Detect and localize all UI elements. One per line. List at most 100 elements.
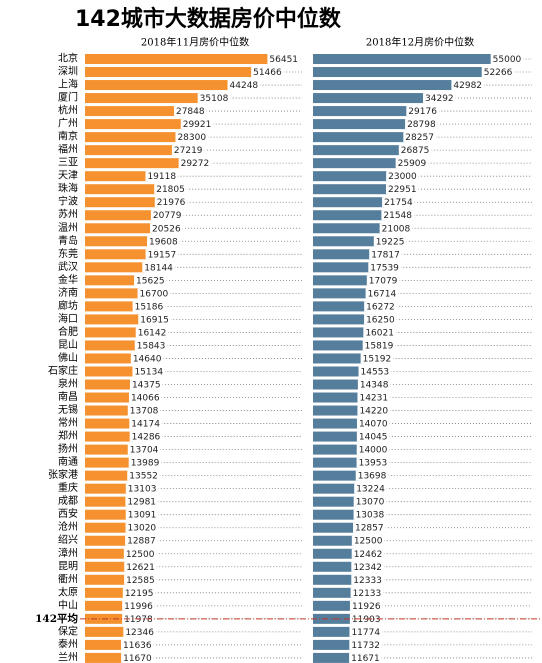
value-label-bg <box>382 197 415 208</box>
value-label: 19118 <box>147 172 176 182</box>
value-label-bg <box>147 236 180 247</box>
value-label: 13091 <box>128 511 157 521</box>
bar <box>85 366 135 377</box>
bar <box>313 93 426 104</box>
value-label-bg <box>154 197 188 208</box>
value-label: 15843 <box>137 341 166 351</box>
bar <box>85 327 138 338</box>
value-label-bg <box>351 548 385 559</box>
bar <box>85 119 183 130</box>
value-label: 14640 <box>133 354 162 364</box>
bar <box>85 418 132 429</box>
value-label-bg <box>197 93 231 104</box>
value-label-bg <box>406 106 439 117</box>
value-label-bg <box>123 548 157 559</box>
value-label: 11732 <box>351 641 380 651</box>
bar <box>313 535 354 546</box>
value-label-bg <box>360 353 394 364</box>
category-label: 昆山 <box>58 339 78 351</box>
value-label: 15134 <box>134 367 163 377</box>
bar <box>313 288 368 299</box>
value-label-bg <box>364 301 397 312</box>
bar <box>313 366 361 377</box>
value-label-bg <box>134 340 168 351</box>
value-label: 22951 <box>388 185 417 195</box>
category-label: 武汉 <box>58 260 78 273</box>
value-label: 51466 <box>253 68 282 78</box>
category-label: 成都 <box>58 495 78 507</box>
value-label-bg <box>127 470 160 481</box>
bar <box>85 639 124 650</box>
value-label-bg <box>366 275 400 286</box>
value-label-bg <box>356 431 390 442</box>
value-label: 15625 <box>136 276 165 286</box>
value-label-bg <box>124 561 157 572</box>
value-label-bg <box>180 119 214 130</box>
value-label: 26875 <box>401 146 430 156</box>
bar <box>313 652 352 663</box>
category-label: 杭州 <box>58 104 78 117</box>
value-label-bg <box>405 119 438 130</box>
value-label-bg <box>128 457 162 468</box>
value-label: 44248 <box>230 81 259 91</box>
category-label: 三亚 <box>58 158 78 169</box>
category-label: 温州 <box>58 222 78 234</box>
value-label: 16700 <box>140 289 169 299</box>
value-label: 11774 <box>351 628 380 638</box>
value-label: 14231 <box>359 394 388 404</box>
value-label-bg <box>125 496 159 507</box>
value-label: 14220 <box>359 407 388 417</box>
value-label-bg <box>354 483 387 494</box>
bar <box>313 275 369 286</box>
value-label-bg <box>137 288 171 299</box>
category-label: 广州 <box>58 118 78 130</box>
category-label: 太原 <box>58 585 78 598</box>
value-label-bg <box>357 379 391 390</box>
series-title: 2018年12月房价中位数 <box>366 36 474 49</box>
bar <box>85 405 130 416</box>
category-label: 深圳 <box>58 66 78 78</box>
bar <box>313 184 388 195</box>
value-label-bg <box>369 249 402 260</box>
bar <box>313 106 409 117</box>
bar <box>85 561 127 572</box>
value-label-bg <box>138 314 171 325</box>
value-label-bg <box>381 210 415 221</box>
value-label: 42982 <box>453 81 482 91</box>
value-label-bg <box>356 444 390 455</box>
value-label: 16021 <box>365 328 394 338</box>
value-label: 29921 <box>183 120 212 130</box>
value-label-bg <box>353 509 387 520</box>
value-label-bg <box>134 275 167 286</box>
bar <box>85 457 131 468</box>
category-label: 漳州 <box>58 546 78 559</box>
bar <box>85 184 157 195</box>
category-label: 宁波 <box>58 195 78 208</box>
bar <box>313 600 352 611</box>
value-label: 28300 <box>177 133 206 143</box>
value-label-bg <box>379 223 413 234</box>
value-label-bg <box>127 405 161 416</box>
bar <box>313 431 359 442</box>
value-label: 23000 <box>388 172 417 182</box>
value-label-bg <box>357 392 391 403</box>
value-label-bg <box>124 574 157 585</box>
value-label-bg <box>368 262 401 273</box>
bar <box>85 132 178 143</box>
value-label: 55000 <box>493 55 522 65</box>
bar <box>85 379 132 390</box>
bar <box>313 639 352 650</box>
value-label: 13704 <box>130 446 159 456</box>
bar <box>85 522 128 533</box>
value-label: 15192 <box>363 354 392 364</box>
value-label-bg <box>403 132 436 143</box>
value-label: 12857 <box>355 524 384 534</box>
value-label: 14070 <box>359 420 388 430</box>
bar <box>85 145 174 156</box>
value-label: 14553 <box>361 367 390 377</box>
category-label: 佛山 <box>58 351 78 364</box>
value-label: 11978 <box>124 615 153 625</box>
bar <box>85 54 270 64</box>
bar <box>85 600 125 611</box>
